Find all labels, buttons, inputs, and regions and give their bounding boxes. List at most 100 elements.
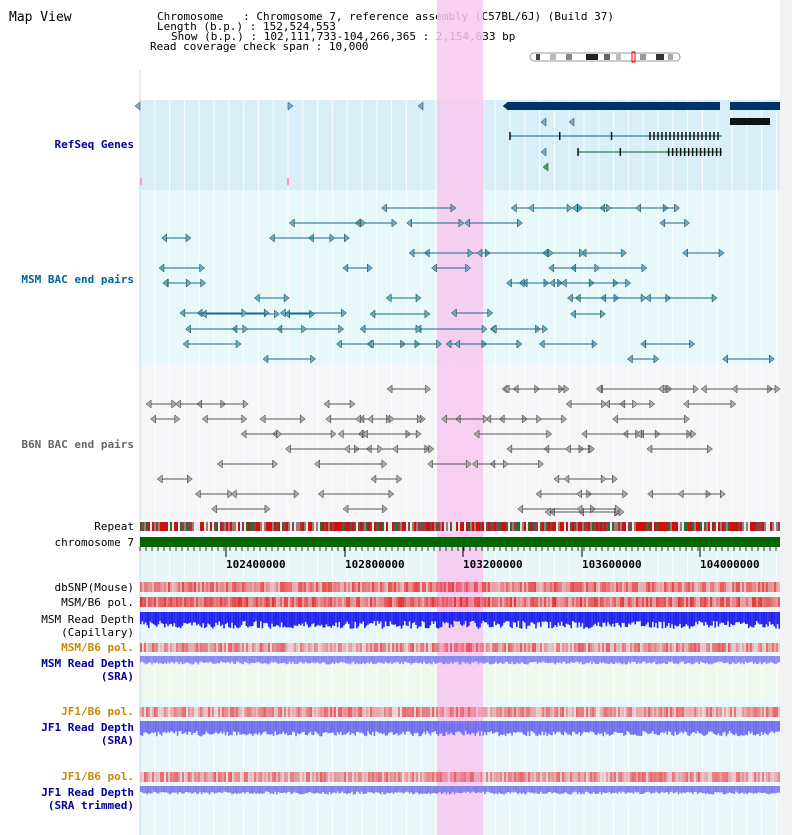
jf1-pol-cell <box>266 707 268 717</box>
repeat-segment <box>568 522 570 531</box>
msm-sra-depth-bar <box>285 656 288 665</box>
jf1-pol2-cell <box>498 772 500 782</box>
msm-bac-pair-end <box>635 203 641 213</box>
jf1-pol2-cell <box>610 772 612 782</box>
dbsnp-cell <box>388 582 390 592</box>
jf1-trim-depth-bar <box>413 786 416 794</box>
msm-cap-depth-bar <box>229 612 232 629</box>
jf1-pol2-cell <box>290 772 292 782</box>
msm-cap-depth-bar <box>466 612 468 628</box>
msm-pol2-cell <box>218 643 220 652</box>
jf1-pol2-cell <box>440 772 442 782</box>
dbsnp-cell <box>266 582 268 592</box>
msm-pol2-cell <box>330 643 332 652</box>
msm-pol2-cell <box>140 643 142 652</box>
repeat-segment <box>710 522 712 531</box>
jf1-pol2-cell <box>698 772 700 782</box>
jf1-pol-cell <box>666 707 668 717</box>
msm-cap-depth-bar <box>309 612 312 627</box>
dbsnp-cell <box>482 582 484 592</box>
msm-pol-cell <box>330 597 332 607</box>
jf1-trim-depth-bar <box>620 786 622 794</box>
jf1-pol2-cell <box>506 772 508 782</box>
msm-sra-depth-bar <box>146 656 148 664</box>
msm-cap-depth-bar <box>440 612 443 627</box>
dbsnp-cell <box>304 582 306 592</box>
msm-pol2-cell <box>388 643 390 652</box>
jf1-pol-cell <box>156 707 158 717</box>
msm-sra-depth-bar <box>333 656 336 665</box>
msm-pol-cell <box>676 597 678 607</box>
msm-sra-depth-bar <box>616 656 619 664</box>
jf1-pol2-cell <box>666 772 668 782</box>
track-label-b6n-bac[interactable]: B6N BAC end pairs <box>21 438 134 451</box>
msm-cap-depth-bar <box>407 612 409 627</box>
msm-pol-cell <box>580 597 582 607</box>
msm-bac-pair-end <box>241 308 248 318</box>
msm-sra-depth-bar <box>596 656 598 664</box>
msm-pol-cell <box>664 597 666 607</box>
b6n-bac-pair-end <box>563 384 570 394</box>
msm-pol-cell <box>616 597 618 607</box>
jf1-pol2-cell <box>346 772 348 782</box>
repeat-segment <box>176 522 178 531</box>
msm-pol-cell <box>440 597 442 607</box>
msm-cap-depth-bar <box>415 612 417 626</box>
msm-pol-cell <box>554 597 556 607</box>
jf1-depth-bar <box>288 721 291 735</box>
jf1-pol2-cell <box>744 772 746 782</box>
msm-pol-cell <box>220 597 222 607</box>
msm-sra-depth-bar <box>509 656 512 665</box>
msm-cap-depth-bar <box>280 612 283 623</box>
jf1-depth-bar <box>706 721 708 735</box>
jf1-pol-cell <box>760 707 762 717</box>
jf1-trim-depth-bar <box>221 786 224 794</box>
repeat-segment <box>238 522 240 531</box>
msm-pol-cell <box>290 597 292 607</box>
track-label-refseq[interactable]: RefSeq Genes <box>54 138 134 151</box>
jf1-trim-depth-bar <box>628 786 630 793</box>
msm-sra-depth-bar <box>698 656 700 665</box>
repeat-segment <box>644 522 646 531</box>
msm-pol2-cell <box>410 643 412 652</box>
dbsnp-cell <box>490 582 492 592</box>
jf1-trim-depth-bar <box>717 786 720 793</box>
repeat-segment <box>412 522 414 531</box>
msm-cap-depth-bar <box>554 612 556 626</box>
msm-cap-depth-bar <box>447 612 449 623</box>
msm-pol2-cell <box>642 643 644 652</box>
jf1-depth-bar <box>778 721 780 732</box>
jf1-depth-bar <box>346 721 348 734</box>
msm-pol2-cell <box>174 643 176 652</box>
msm-sra-depth-bar <box>340 656 342 662</box>
jf1-depth-bar <box>549 721 552 735</box>
dbsnp-cell <box>434 582 436 592</box>
jf1-depth-bar <box>229 721 232 735</box>
jf1-depth-bar <box>655 721 657 735</box>
jf1-trim-depth-bar <box>778 786 780 793</box>
jf1-depth-bar <box>292 721 294 732</box>
jf1-pol2-cell <box>240 772 242 782</box>
jf1-pol2-cell <box>388 772 390 782</box>
dbsnp-cell <box>384 582 386 592</box>
msm-cap-depth-bar <box>320 612 323 625</box>
jf1-depth-bar <box>420 721 422 737</box>
msm-pol2-cell <box>198 643 200 652</box>
msm-pol-cell <box>318 597 320 607</box>
track-label-msm-bac[interactable]: MSM BAC end pairs <box>21 273 134 286</box>
dbsnp-cell <box>364 582 366 592</box>
jf1-pol-cell <box>190 707 192 717</box>
msm-cap-depth-bar <box>460 612 462 625</box>
msm-pol2-cell <box>660 643 662 652</box>
msm-cap-depth-bar <box>740 612 742 625</box>
b6n-bac-pair-end <box>612 474 618 484</box>
repeat-segment <box>408 522 410 531</box>
msm-bac-pair-end <box>342 263 349 273</box>
jf1-depth-bar <box>503 721 505 734</box>
jf1-pol2-cell <box>166 772 168 782</box>
msm-pol-cell <box>228 597 230 607</box>
dbsnp-cell <box>498 582 500 592</box>
jf1-trim-depth-bar <box>468 786 470 792</box>
chromosome-label: Chromosome <box>157 10 224 23</box>
